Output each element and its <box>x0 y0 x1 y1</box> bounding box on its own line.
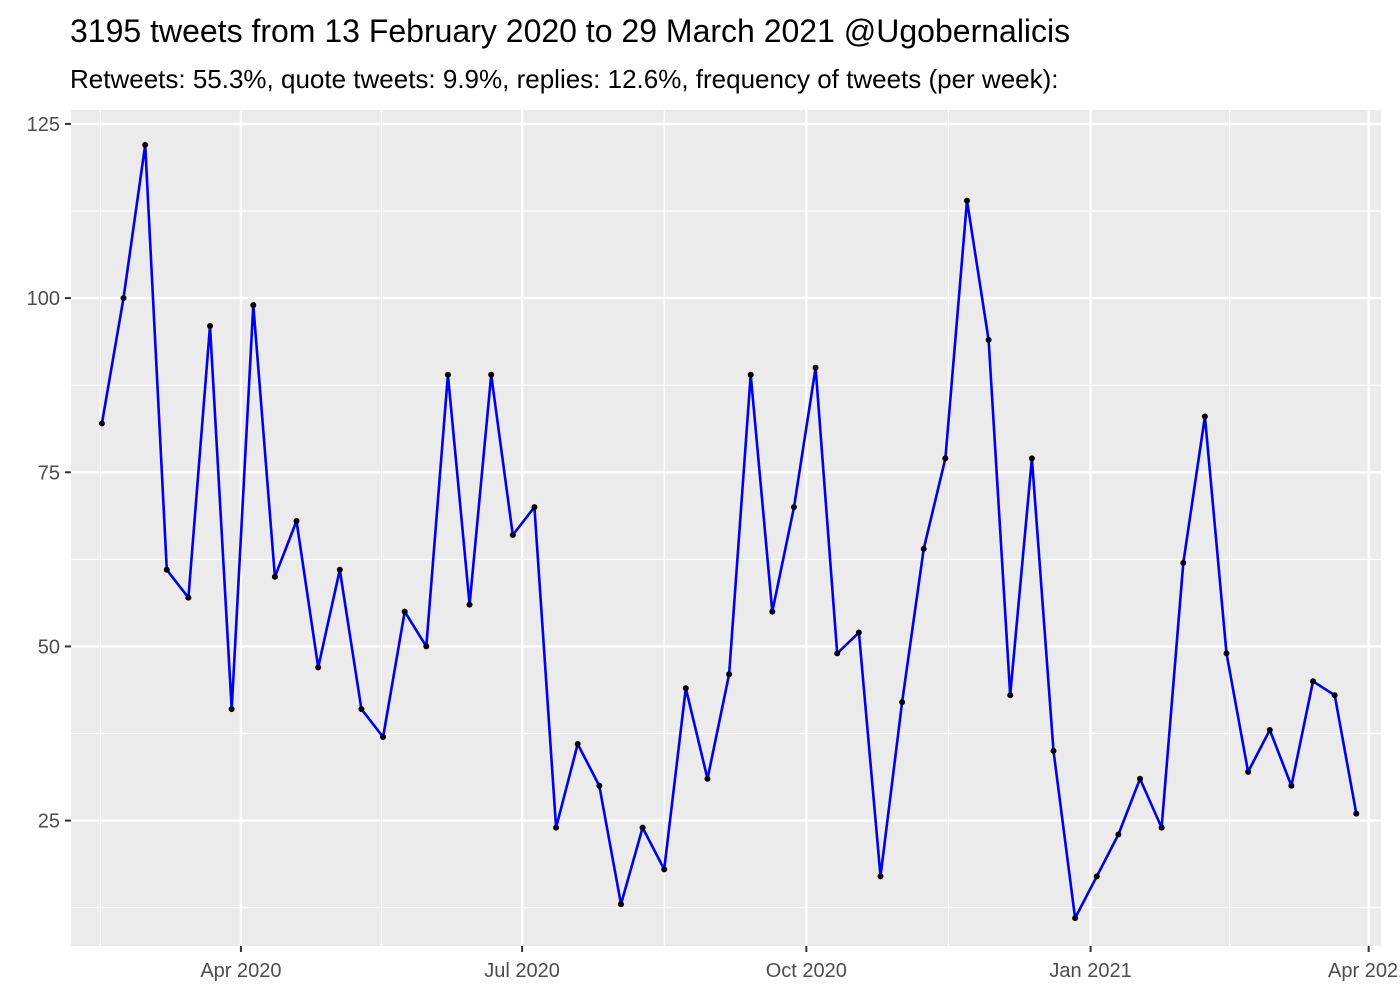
data-point <box>1180 559 1187 566</box>
data-point <box>207 322 214 329</box>
data-point <box>1072 915 1079 922</box>
data-point <box>942 455 949 462</box>
x-tick-label: Jan 2021 <box>1049 960 1131 982</box>
minor-y-gridlines <box>71 210 1381 909</box>
data-point <box>877 873 884 880</box>
data-point <box>812 364 819 371</box>
data-point <box>574 740 581 747</box>
data-point <box>293 518 300 525</box>
data-point <box>855 629 862 636</box>
data-point <box>553 824 560 831</box>
data-point <box>380 734 387 740</box>
data-point <box>617 901 624 908</box>
data-point <box>228 706 235 713</box>
chart-title: 3195 tweets from 13 February 2020 to 29 … <box>70 13 1070 49</box>
y-tick-label: 100 <box>27 288 60 310</box>
data-point <box>509 531 516 538</box>
data-point <box>1050 747 1057 754</box>
data-point <box>1093 873 1100 880</box>
data-point <box>704 775 711 782</box>
data-point <box>596 782 603 789</box>
data-point <box>423 643 430 650</box>
x-tick-label: Apr 2020 <box>200 960 281 982</box>
data-point <box>682 685 689 692</box>
data-point <box>336 566 343 573</box>
data-point <box>1288 782 1295 789</box>
data-point <box>661 866 668 873</box>
data-point <box>1310 678 1317 685</box>
data-point <box>1158 824 1165 831</box>
data-point <box>1223 650 1230 657</box>
data-point <box>1007 692 1014 699</box>
data-point <box>1245 768 1252 775</box>
data-point <box>1115 831 1122 838</box>
data-point <box>834 650 841 657</box>
data-point <box>790 504 797 511</box>
data-point <box>1137 775 1144 782</box>
x-tick-label: Jul 2020 <box>484 960 560 982</box>
data-point <box>920 545 927 552</box>
data-point <box>963 197 970 204</box>
data-point <box>531 504 538 511</box>
x-tick-label: Apr 2021 <box>1328 960 1400 982</box>
data-point <box>142 141 149 148</box>
data-point <box>163 566 170 573</box>
minor-x-gridlines <box>99 110 1231 946</box>
data-point <box>1201 413 1208 420</box>
chart-subtitle: Retweets: 55.3%, quote tweets: 9.9%, rep… <box>70 64 1059 94</box>
data-point <box>639 824 646 831</box>
data-point <box>98 420 105 427</box>
data-point <box>466 601 473 608</box>
data-point <box>985 336 992 343</box>
data-point <box>444 371 451 378</box>
data-point <box>271 573 278 580</box>
data-point <box>120 295 127 302</box>
data-point <box>769 608 776 615</box>
data-point <box>1028 455 1035 462</box>
x-tick-label: Oct 2020 <box>766 960 847 982</box>
y-tick-label: 125 <box>27 114 60 136</box>
y-axis: 25 50 75 100 125 <box>27 114 71 833</box>
data-point <box>315 664 322 671</box>
data-point <box>401 608 408 615</box>
y-tick-label: 25 <box>38 811 60 833</box>
data-point <box>747 371 754 378</box>
data-point <box>1266 727 1273 734</box>
y-tick-label: 75 <box>38 462 60 484</box>
data-point <box>1331 692 1338 699</box>
y-tick-label: 50 <box>38 636 60 658</box>
data-point <box>488 371 495 378</box>
x-axis: Apr 2020 Jul 2020 Oct 2020 Jan 2021 Apr 2021 <box>200 946 1400 982</box>
series-layer <box>98 141 1360 922</box>
data-point <box>185 594 192 601</box>
data-point <box>358 706 365 713</box>
data-point <box>726 671 733 678</box>
data-point <box>1353 810 1360 817</box>
data-point <box>899 699 906 706</box>
data-point <box>250 302 257 309</box>
